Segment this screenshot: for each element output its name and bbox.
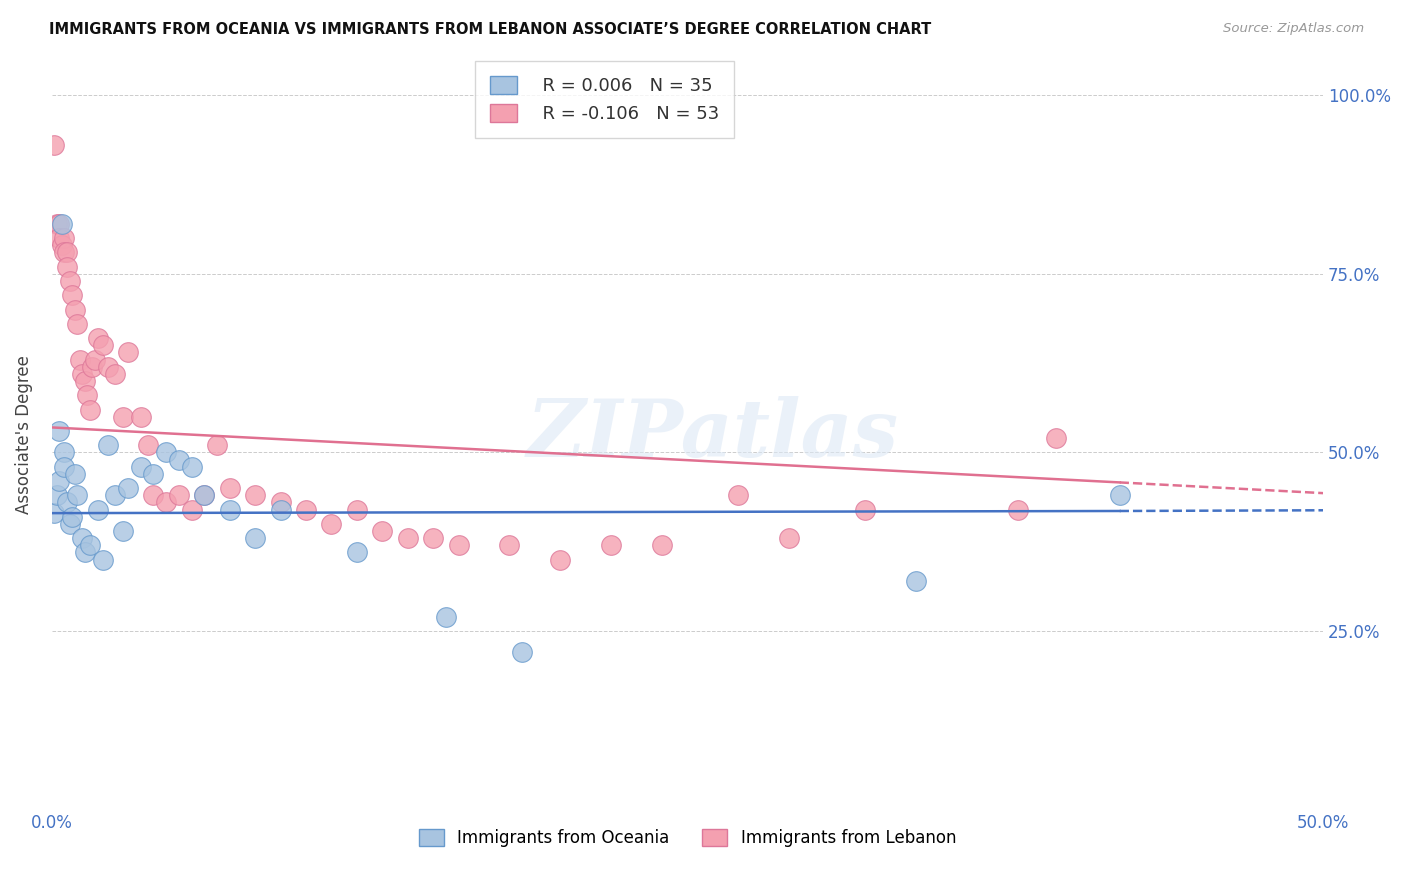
Point [44, 138, 66, 153]
Point [63, 302, 86, 317]
Point [86, 331, 108, 345]
Point [243, 488, 266, 502]
Point [651, 538, 673, 552]
Point [218, 481, 240, 495]
Point [447, 538, 470, 552]
Point [855, 502, 877, 516]
Point [193, 488, 215, 502]
Point [117, 345, 139, 359]
Point [48, 231, 70, 245]
Point [295, 502, 318, 516]
Point [346, 502, 368, 516]
Point [56, 245, 79, 260]
Point [66, 488, 89, 502]
Point [550, 552, 572, 566]
Point [111, 524, 134, 538]
Point [138, 438, 160, 452]
Point [270, 502, 292, 516]
Point [63, 467, 86, 481]
Point [76, 388, 98, 402]
Point [1045, 431, 1067, 445]
Point [510, 645, 533, 659]
Point [91, 552, 114, 566]
Point [1007, 502, 1029, 516]
Point [1108, 488, 1130, 502]
Point [56, 260, 79, 274]
Point [321, 516, 343, 531]
Point [72, 531, 94, 545]
Point [129, 459, 152, 474]
Y-axis label: Associate's Degree: Associate's Degree [15, 355, 32, 514]
Point [84, 352, 107, 367]
Point [270, 495, 292, 509]
Point [142, 467, 165, 481]
Point [60, 509, 83, 524]
Point [155, 495, 177, 509]
Point [129, 409, 152, 424]
Point [44, 506, 66, 520]
Point [243, 531, 266, 545]
Point [53, 245, 76, 260]
Point [205, 438, 228, 452]
Point [79, 402, 101, 417]
Point [48, 424, 70, 438]
Point [58, 516, 80, 531]
Point [48, 217, 70, 231]
Point [180, 459, 202, 474]
Point [45, 217, 67, 231]
Text: IMMIGRANTS FROM OCEANIA VS IMMIGRANTS FROM LEBANON ASSOCIATE’S DEGREE CORRELATIO: IMMIGRANTS FROM OCEANIA VS IMMIGRANTS FR… [49, 22, 931, 37]
Point [51, 238, 73, 252]
Point [142, 488, 165, 502]
Point [498, 538, 520, 552]
Point [180, 502, 202, 516]
Point [79, 538, 101, 552]
Point [97, 438, 120, 452]
Point [111, 409, 134, 424]
Point [434, 609, 457, 624]
Text: Source: ZipAtlas.com: Source: ZipAtlas.com [1223, 22, 1364, 36]
Point [73, 374, 96, 388]
Point [91, 338, 114, 352]
Point [69, 352, 91, 367]
Point [104, 488, 127, 502]
Point [117, 481, 139, 495]
Point [346, 545, 368, 559]
Point [56, 495, 79, 509]
Point [86, 502, 108, 516]
Point [66, 317, 89, 331]
Point [778, 531, 800, 545]
Point [82, 359, 104, 374]
Point [600, 538, 623, 552]
Point [60, 288, 83, 302]
Point [422, 531, 444, 545]
Point [167, 452, 190, 467]
Text: ZIPatlas: ZIPatlas [527, 396, 898, 474]
Point [73, 545, 96, 559]
Point [48, 474, 70, 488]
Point [45, 488, 67, 502]
Point [97, 359, 120, 374]
Point [193, 488, 215, 502]
Point [58, 274, 80, 288]
Point [905, 574, 928, 588]
Point [72, 367, 94, 381]
Point [53, 459, 76, 474]
Point [218, 502, 240, 516]
Point [104, 367, 127, 381]
Point [371, 524, 394, 538]
Point [155, 445, 177, 459]
Point [53, 445, 76, 459]
Point [396, 531, 419, 545]
Legend:   R = 0.006   N = 35,   R = -0.106   N = 53: R = 0.006 N = 35, R = -0.106 N = 53 [475, 62, 734, 137]
Point [53, 231, 76, 245]
Point [727, 488, 749, 502]
Point [51, 217, 73, 231]
Point [167, 488, 190, 502]
